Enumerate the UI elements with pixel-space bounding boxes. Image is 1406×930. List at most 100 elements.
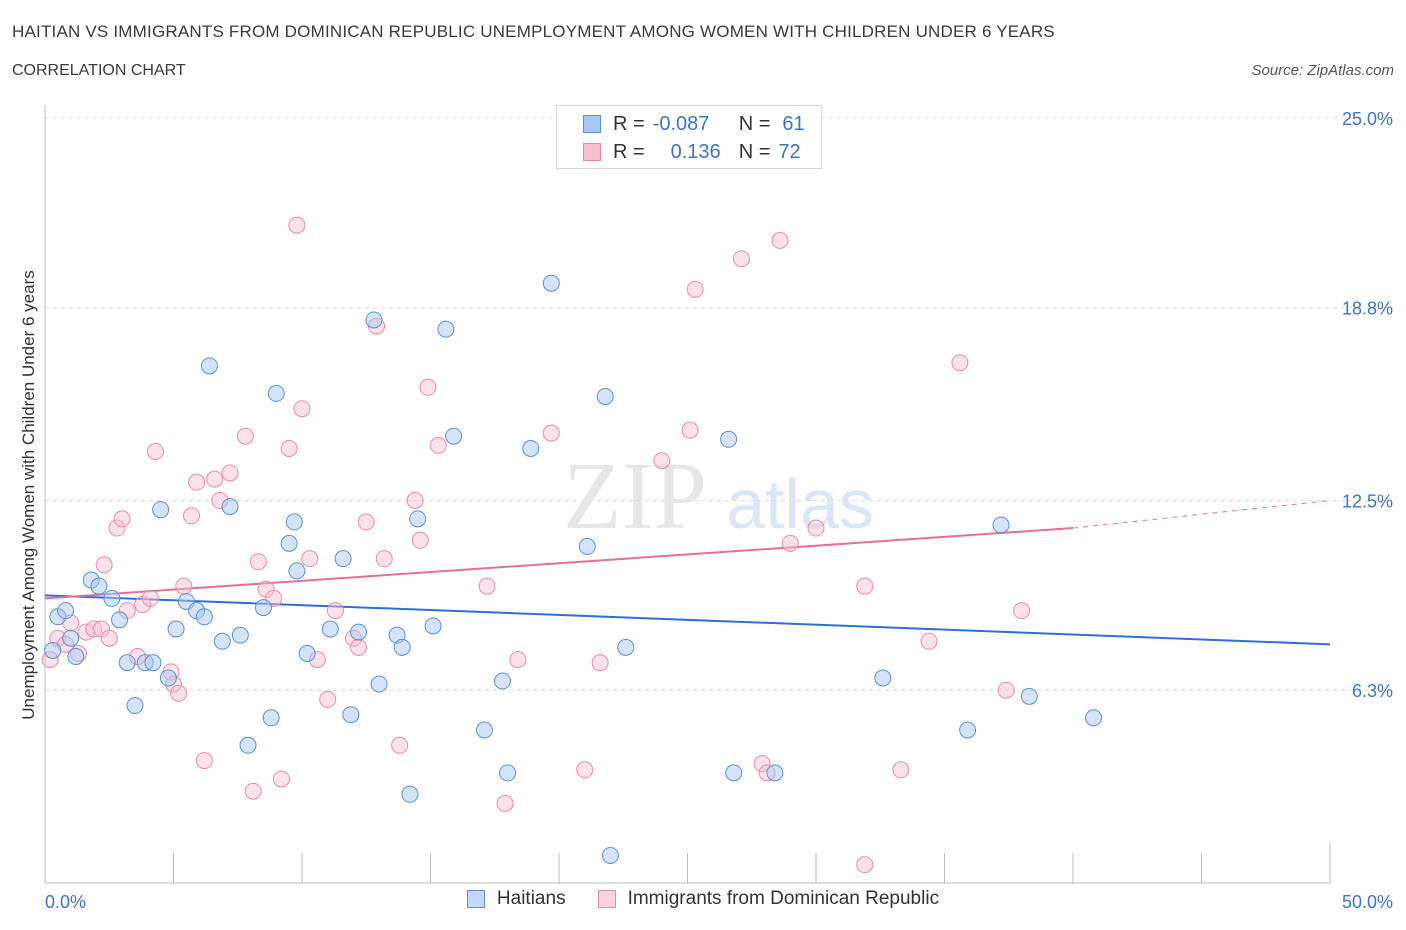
dominican-trend-line	[44, 527, 1074, 600]
haitian-point	[103, 589, 121, 607]
haitian-point	[475, 721, 493, 739]
y-tick-label: 12.5%	[1342, 492, 1393, 512]
dominican-point	[771, 231, 789, 249]
watermark-zip: ZIP	[563, 442, 707, 549]
legend-label-haitians: Haitians	[496, 888, 566, 909]
legend-item-haitians: Haitians	[466, 888, 566, 910]
dominican-point	[272, 770, 290, 788]
haitian-point	[522, 439, 540, 457]
dominican-point	[732, 250, 750, 268]
haitian-point	[152, 501, 170, 519]
haitian-point	[499, 764, 517, 782]
haitian-point	[766, 764, 784, 782]
haitian-point	[601, 846, 619, 864]
haitian-point	[298, 645, 316, 662]
haitian-point	[959, 721, 977, 739]
dominican-point	[781, 534, 799, 552]
haitian-point	[57, 602, 75, 620]
legend-n-value: 61	[782, 112, 805, 135]
dominican-point	[141, 589, 159, 607]
dominican-point	[195, 752, 213, 770]
dominican-point	[293, 400, 311, 418]
haitian-point	[44, 641, 62, 659]
dominican-trend-extension	[1072, 500, 1331, 529]
dominican-point	[1013, 602, 1031, 620]
series-legend: Haitians Immigrants from Dominican Repub…	[0, 888, 1406, 910]
haitian-point	[288, 562, 306, 580]
dominican-point	[221, 464, 239, 482]
legend-r-label: R =	[613, 140, 645, 163]
dominican-point	[113, 510, 131, 528]
dominican-point	[100, 629, 118, 647]
haitian-point	[111, 611, 129, 629]
haitian-point	[617, 638, 635, 656]
haitian-point	[159, 669, 177, 687]
legend-item-dominican: Immigrants from Dominican Republic	[597, 888, 939, 910]
x-tick-label: 50.0%	[1342, 892, 1393, 912]
dominican-point	[856, 577, 874, 595]
series-haitians-points	[44, 274, 1103, 864]
dominican-point	[496, 794, 514, 812]
dominican-point	[576, 761, 594, 779]
dominican-point	[108, 519, 126, 537]
haitian-point	[67, 648, 85, 666]
dominican-point	[375, 550, 393, 568]
legend-swatch-blue	[466, 890, 485, 908]
haitian-point	[393, 638, 411, 656]
haitian-point	[239, 736, 257, 754]
dominican-point	[997, 681, 1015, 699]
legend-r-value: -0.087	[652, 112, 710, 135]
haitian-point	[221, 498, 239, 516]
legend-r-label: R =	[613, 112, 645, 135]
haitian-point	[720, 430, 738, 448]
haitian-point	[370, 675, 388, 693]
series-dominican-points	[41, 216, 1031, 874]
haitian-point	[118, 654, 136, 672]
dominican-point	[686, 280, 704, 298]
dominican-point	[653, 452, 671, 470]
watermark-atlas: atlas	[726, 465, 874, 543]
haitian-point	[350, 623, 368, 641]
x-tick-labels: 0.0% 50.0%	[45, 892, 1393, 912]
legend-n-label: N =	[738, 140, 771, 163]
legend-row-dominican: R = 0.136 N = 72	[583, 140, 801, 164]
legend-n-value: 72	[778, 140, 801, 163]
dominican-point	[301, 550, 319, 568]
dominican-point	[591, 654, 609, 672]
legend-swatch-blue	[583, 115, 601, 133]
haitian-point	[542, 274, 560, 292]
haitian-point	[493, 672, 511, 690]
dominican-point	[411, 531, 429, 549]
dominican-point	[326, 602, 344, 620]
y-tick-labels: 6.3% 12.5% 18.8% 25.0%	[1342, 109, 1393, 701]
dominican-point	[478, 577, 496, 595]
dominican-point	[357, 513, 375, 531]
dominican-point	[920, 632, 938, 650]
chart-subtitle: CORRELATION CHART	[12, 62, 186, 79]
dominican-point	[406, 492, 424, 509]
haitian-point	[409, 510, 427, 528]
haitian-point	[321, 620, 339, 638]
haitian-point	[874, 669, 892, 687]
dominican-point	[542, 424, 560, 442]
haitian-point	[62, 629, 80, 647]
haitian-point	[596, 387, 614, 405]
haitian-point	[1085, 709, 1103, 727]
legend-row-haitians: R = -0.087 N = 61	[583, 112, 805, 136]
haitian-point	[401, 785, 419, 803]
dominican-point	[244, 782, 262, 800]
legend-swatch-pink	[583, 143, 601, 161]
dominican-point	[175, 577, 193, 595]
dominican-point	[188, 473, 206, 491]
dominican-point	[288, 216, 306, 234]
gridlines	[45, 117, 1390, 691]
y-tick-label: 6.3%	[1352, 681, 1393, 701]
haitian-point	[437, 320, 455, 338]
dominican-point	[429, 436, 447, 454]
haitian-point	[285, 513, 303, 531]
y-axis-label: Unemployment Among Women with Children U…	[19, 270, 38, 719]
haitian-point	[342, 706, 360, 724]
haitian-point	[334, 550, 352, 568]
dominican-point	[391, 736, 409, 754]
